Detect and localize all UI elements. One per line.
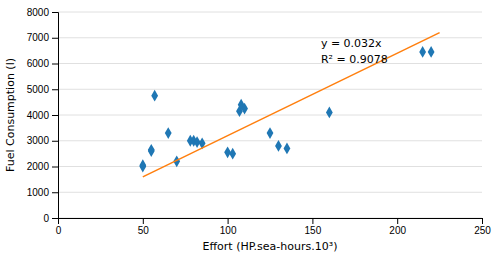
tick: 4000 bbox=[27, 110, 58, 121]
marks bbox=[139, 33, 439, 177]
tick-label: 150 bbox=[305, 225, 322, 236]
annotation-line: R² = 0.9078 bbox=[321, 53, 388, 66]
scatter-series bbox=[139, 46, 434, 172]
tick-mark bbox=[52, 141, 58, 142]
grid-line bbox=[58, 140, 482, 141]
grid-line bbox=[58, 89, 482, 90]
tick: 0 bbox=[56, 218, 62, 236]
tick-label: 100 bbox=[220, 225, 237, 236]
tick-mark bbox=[52, 12, 58, 13]
point bbox=[419, 46, 426, 58]
tick-mark bbox=[397, 218, 398, 224]
plot: 0 50 100 150 200 250 0 1000 2000 3000 4000 5000 6000… bbox=[27, 7, 492, 236]
tick: 200 bbox=[389, 218, 406, 236]
tick: 250 bbox=[474, 218, 491, 236]
point bbox=[148, 144, 155, 156]
point bbox=[139, 159, 146, 171]
tick-mark bbox=[52, 115, 58, 116]
tick-mark bbox=[52, 218, 58, 219]
tick-mark bbox=[228, 218, 229, 224]
tick-label: 8000 bbox=[27, 7, 50, 18]
tick: 2000 bbox=[27, 161, 58, 172]
y-axis-label: Fuel Consumption (l) bbox=[4, 58, 17, 172]
tick-mark bbox=[482, 218, 483, 224]
tick-label: 50 bbox=[138, 225, 150, 236]
tick: 1000 bbox=[27, 187, 58, 198]
tick: 0 bbox=[43, 213, 58, 224]
tick-label: 1000 bbox=[27, 187, 50, 198]
tick-mark bbox=[52, 64, 58, 65]
grid-line bbox=[58, 37, 482, 38]
tick: 7000 bbox=[27, 32, 58, 43]
tick-mark bbox=[52, 167, 58, 168]
tick-label: 250 bbox=[474, 225, 491, 236]
tick-mark bbox=[143, 218, 144, 224]
grid-line bbox=[58, 166, 482, 167]
grid-line bbox=[58, 192, 482, 193]
point bbox=[241, 103, 248, 115]
tick: 8000 bbox=[27, 7, 58, 18]
tick-label: 0 bbox=[43, 213, 49, 224]
point bbox=[224, 146, 231, 158]
point bbox=[275, 140, 282, 152]
chart: 0 50 100 150 200 250 0 1000 2000 3000 4000 5000 6000… bbox=[0, 0, 500, 256]
point bbox=[326, 107, 333, 119]
tick-label: 0 bbox=[56, 225, 62, 236]
tick-label: 7000 bbox=[27, 32, 50, 43]
point bbox=[267, 127, 274, 139]
tick-mark bbox=[52, 192, 58, 193]
axis-line bbox=[52, 13, 59, 219]
tick: 150 bbox=[305, 218, 322, 236]
tick-label: 2000 bbox=[27, 161, 50, 172]
trend-line bbox=[143, 33, 440, 177]
tick-label: 4000 bbox=[27, 110, 50, 121]
grid bbox=[58, 12, 482, 218]
point bbox=[284, 143, 291, 155]
axis-line bbox=[59, 219, 483, 225]
grid-line bbox=[58, 63, 482, 64]
annotation-line: y = 0.032x bbox=[321, 37, 382, 50]
point bbox=[165, 127, 172, 139]
point bbox=[428, 46, 435, 58]
x-axis: 0 50 100 150 200 250 bbox=[56, 218, 492, 236]
y-axis: 0 1000 2000 3000 4000 5000 6000 7000 8000 bbox=[27, 7, 59, 224]
tick: 5000 bbox=[27, 84, 58, 95]
tick-mark bbox=[312, 218, 313, 224]
x-axis-label: Effort (HP.sea-hours.10³) bbox=[203, 240, 338, 253]
tick-label: 5000 bbox=[27, 84, 50, 95]
tick: 3000 bbox=[27, 135, 58, 146]
grid-line bbox=[58, 12, 482, 13]
tick-mark bbox=[52, 89, 58, 90]
tick-mark bbox=[52, 38, 58, 39]
point bbox=[151, 90, 158, 102]
tick: 6000 bbox=[27, 58, 58, 69]
point bbox=[194, 136, 201, 148]
tick-label: 3000 bbox=[27, 135, 50, 146]
tick-label: 200 bbox=[389, 225, 406, 236]
tick: 100 bbox=[220, 218, 237, 236]
tick: 50 bbox=[138, 218, 150, 236]
point bbox=[229, 148, 236, 160]
tick-label: 6000 bbox=[27, 58, 50, 69]
annotation: y = 0.032x R² = 0.9078 bbox=[321, 37, 388, 66]
